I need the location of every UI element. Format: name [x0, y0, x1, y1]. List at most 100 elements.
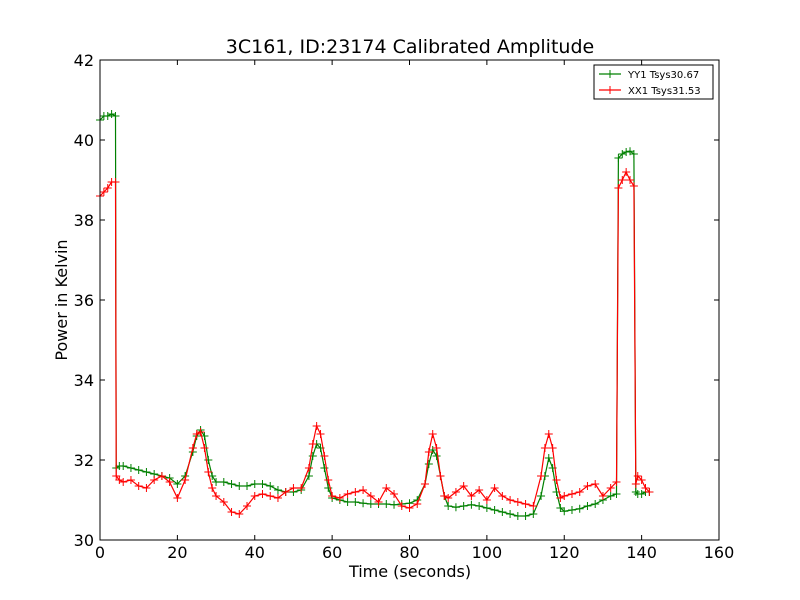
- data-point: [529, 502, 538, 510]
- data-point: [490, 484, 499, 492]
- data-point: [382, 500, 391, 508]
- data-point: [181, 476, 190, 484]
- data-point: [204, 456, 213, 464]
- data-point: [308, 440, 317, 448]
- data-point: [424, 460, 433, 468]
- data-point: [451, 488, 460, 496]
- data-point: [320, 464, 329, 472]
- data-point: [482, 496, 491, 504]
- data-point: [258, 480, 267, 488]
- data-point: [622, 148, 631, 156]
- data-point: [444, 494, 453, 502]
- data-point: [560, 507, 569, 516]
- data-point: [103, 112, 112, 120]
- data-point: [614, 154, 623, 162]
- data-point: [119, 478, 128, 486]
- data-point: [134, 482, 143, 490]
- data-point: [506, 496, 515, 504]
- data-point: [618, 150, 627, 158]
- y-tick-label: 32: [74, 451, 94, 470]
- data-point: [235, 482, 244, 490]
- y-axis-label: Power in Kelvin: [52, 239, 71, 360]
- data-point: [556, 504, 565, 512]
- data-point: [119, 462, 128, 470]
- data-point: [641, 484, 650, 492]
- data-point: [645, 488, 654, 496]
- data-point: [304, 464, 313, 472]
- data-point: [359, 499, 368, 508]
- data-point: [629, 182, 638, 190]
- data-point: [567, 506, 576, 514]
- data-point: [258, 490, 267, 498]
- data-point: [575, 488, 584, 496]
- x-tick-label: 40: [245, 543, 265, 562]
- data-point: [540, 444, 549, 452]
- data-point: [328, 492, 337, 500]
- data-point: [637, 490, 646, 498]
- data-point: [351, 498, 360, 506]
- data-point: [366, 500, 375, 508]
- data-point: [320, 452, 329, 460]
- data-point: [475, 486, 484, 494]
- data-point: [374, 498, 383, 506]
- data-point: [99, 188, 108, 196]
- x-tick-label: 0: [95, 543, 105, 562]
- data-point: [428, 430, 437, 438]
- data-point: [467, 492, 476, 500]
- legend-label: YY1 Tsys30.67: [627, 70, 699, 81]
- data-point: [250, 492, 259, 500]
- data-point: [204, 468, 213, 476]
- data-point: [103, 184, 112, 192]
- data-point: [537, 472, 546, 480]
- x-tick-label: 60: [322, 543, 342, 562]
- data-point: [126, 476, 135, 484]
- data-point: [196, 428, 205, 436]
- data-point: [212, 492, 221, 500]
- data-point: [297, 484, 306, 492]
- chart-title: 3C161, ID:23174 Calibrated Amplitude: [226, 36, 594, 58]
- data-point: [432, 452, 441, 460]
- data-point: [428, 446, 437, 454]
- data-point: [612, 478, 621, 486]
- y-tick-label: 38: [74, 211, 94, 230]
- data-point: [359, 486, 368, 494]
- data-point: [626, 176, 635, 184]
- data-point: [366, 492, 375, 500]
- data-point: [498, 508, 507, 516]
- data-point: [126, 464, 135, 472]
- data-point: [537, 492, 546, 500]
- data-point: [192, 430, 201, 438]
- data-point: [598, 492, 607, 500]
- y-tick-label: 42: [74, 51, 94, 70]
- data-point: [529, 510, 538, 518]
- data-point: [115, 476, 124, 484]
- data-point: [281, 488, 290, 496]
- data-point: [243, 482, 252, 490]
- plot-area: [96, 110, 654, 520]
- data-point: [521, 512, 530, 520]
- data-point: [351, 488, 360, 496]
- axes: 0 20 40 60 80 100 120 140 160 30 32 34 36 38 40 42: [74, 51, 735, 562]
- legend: YY1 Tsys30.67 XX1 Tsys31.53: [593, 64, 714, 100]
- data-point: [134, 466, 143, 474]
- data-point: [324, 484, 333, 492]
- data-point: [382, 484, 391, 492]
- data-point: [583, 502, 592, 510]
- y-tick-label: 40: [74, 131, 94, 150]
- data-point: [111, 112, 120, 120]
- data-point: [606, 492, 615, 500]
- data-point: [591, 480, 600, 488]
- data-point: [618, 176, 627, 184]
- data-point: [548, 444, 557, 452]
- x-tick-label: 160: [704, 543, 735, 562]
- data-point: [219, 478, 228, 486]
- data-point: [343, 490, 352, 498]
- data-point: [390, 500, 399, 509]
- data-point: [413, 500, 422, 508]
- data-point: [200, 444, 209, 452]
- data-point: [506, 510, 515, 518]
- data-point: [212, 478, 221, 486]
- data-point: [612, 490, 621, 498]
- data-point: [312, 422, 321, 430]
